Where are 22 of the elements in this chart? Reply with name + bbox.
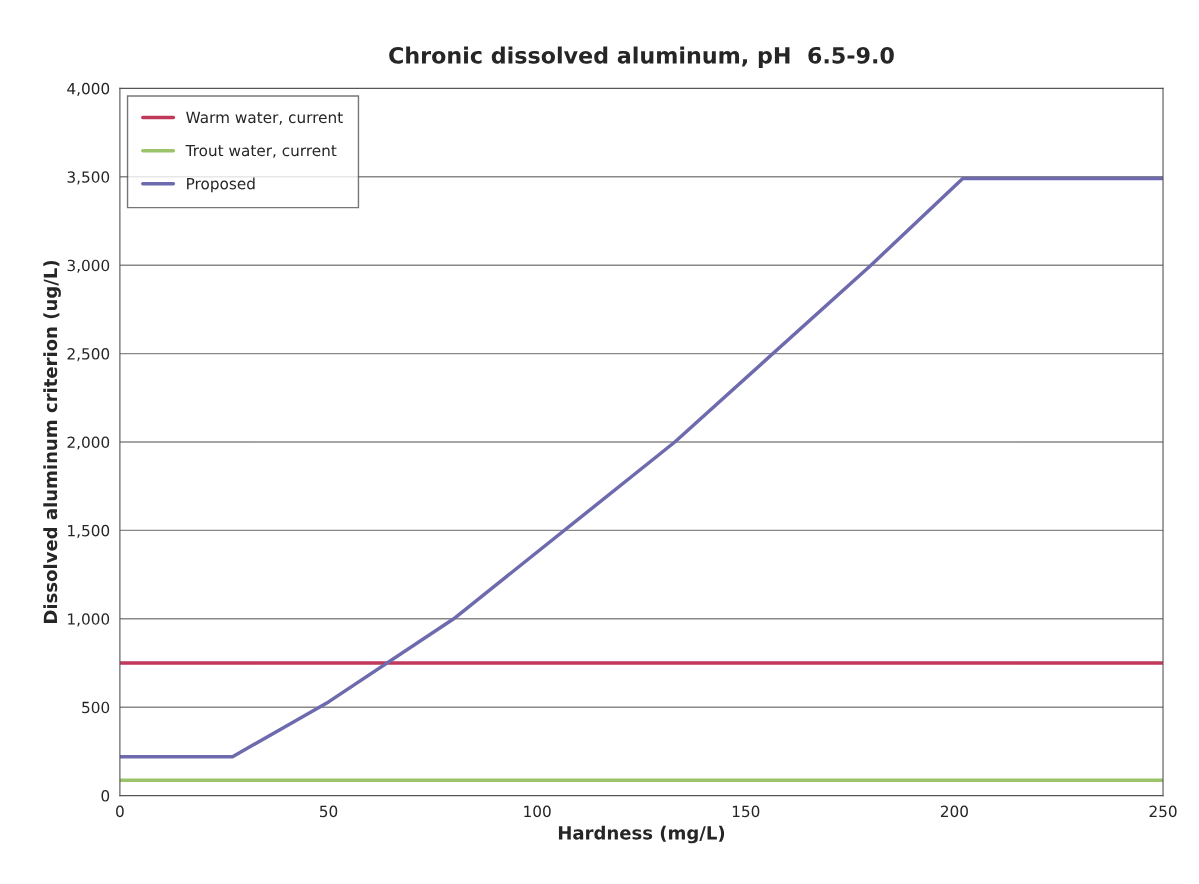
x-tick-label: 150: [732, 805, 760, 818]
y-tick-label: 3,000: [67, 259, 110, 273]
y-tick-label: 2,500: [67, 348, 110, 362]
x-tick-label: 200: [940, 805, 968, 818]
y-tick-label: 500: [82, 701, 110, 714]
y-tick-label: 1,000: [68, 613, 110, 627]
x-tick-label: 100: [524, 805, 551, 818]
x-tick-label: 50: [319, 805, 338, 818]
y-axis-title: Dissolved aluminum criterion (ug/L): [43, 260, 61, 623]
y-tick-label: 0: [101, 790, 110, 802]
legend-label: Trout water, current: [185, 144, 337, 158]
y-tick-label: 1,500: [68, 524, 110, 538]
x-axis-title: Hardness (mg/L): [558, 825, 725, 844]
legend-label: Proposed: [187, 177, 255, 193]
legend-label: Warm water, current: [186, 111, 343, 125]
y-tick-label: 2,000: [67, 436, 110, 450]
y-tick-label: 4,000: [67, 82, 110, 96]
chart-title: Chronic dissolved aluminum, pH 6.5-9.0: [389, 46, 894, 69]
line-series: [119, 176, 1164, 759]
x-tick-label: 250: [1149, 805, 1177, 818]
x-tick-label: 0: [116, 805, 124, 818]
y-tick-label: 3,500: [67, 171, 110, 185]
